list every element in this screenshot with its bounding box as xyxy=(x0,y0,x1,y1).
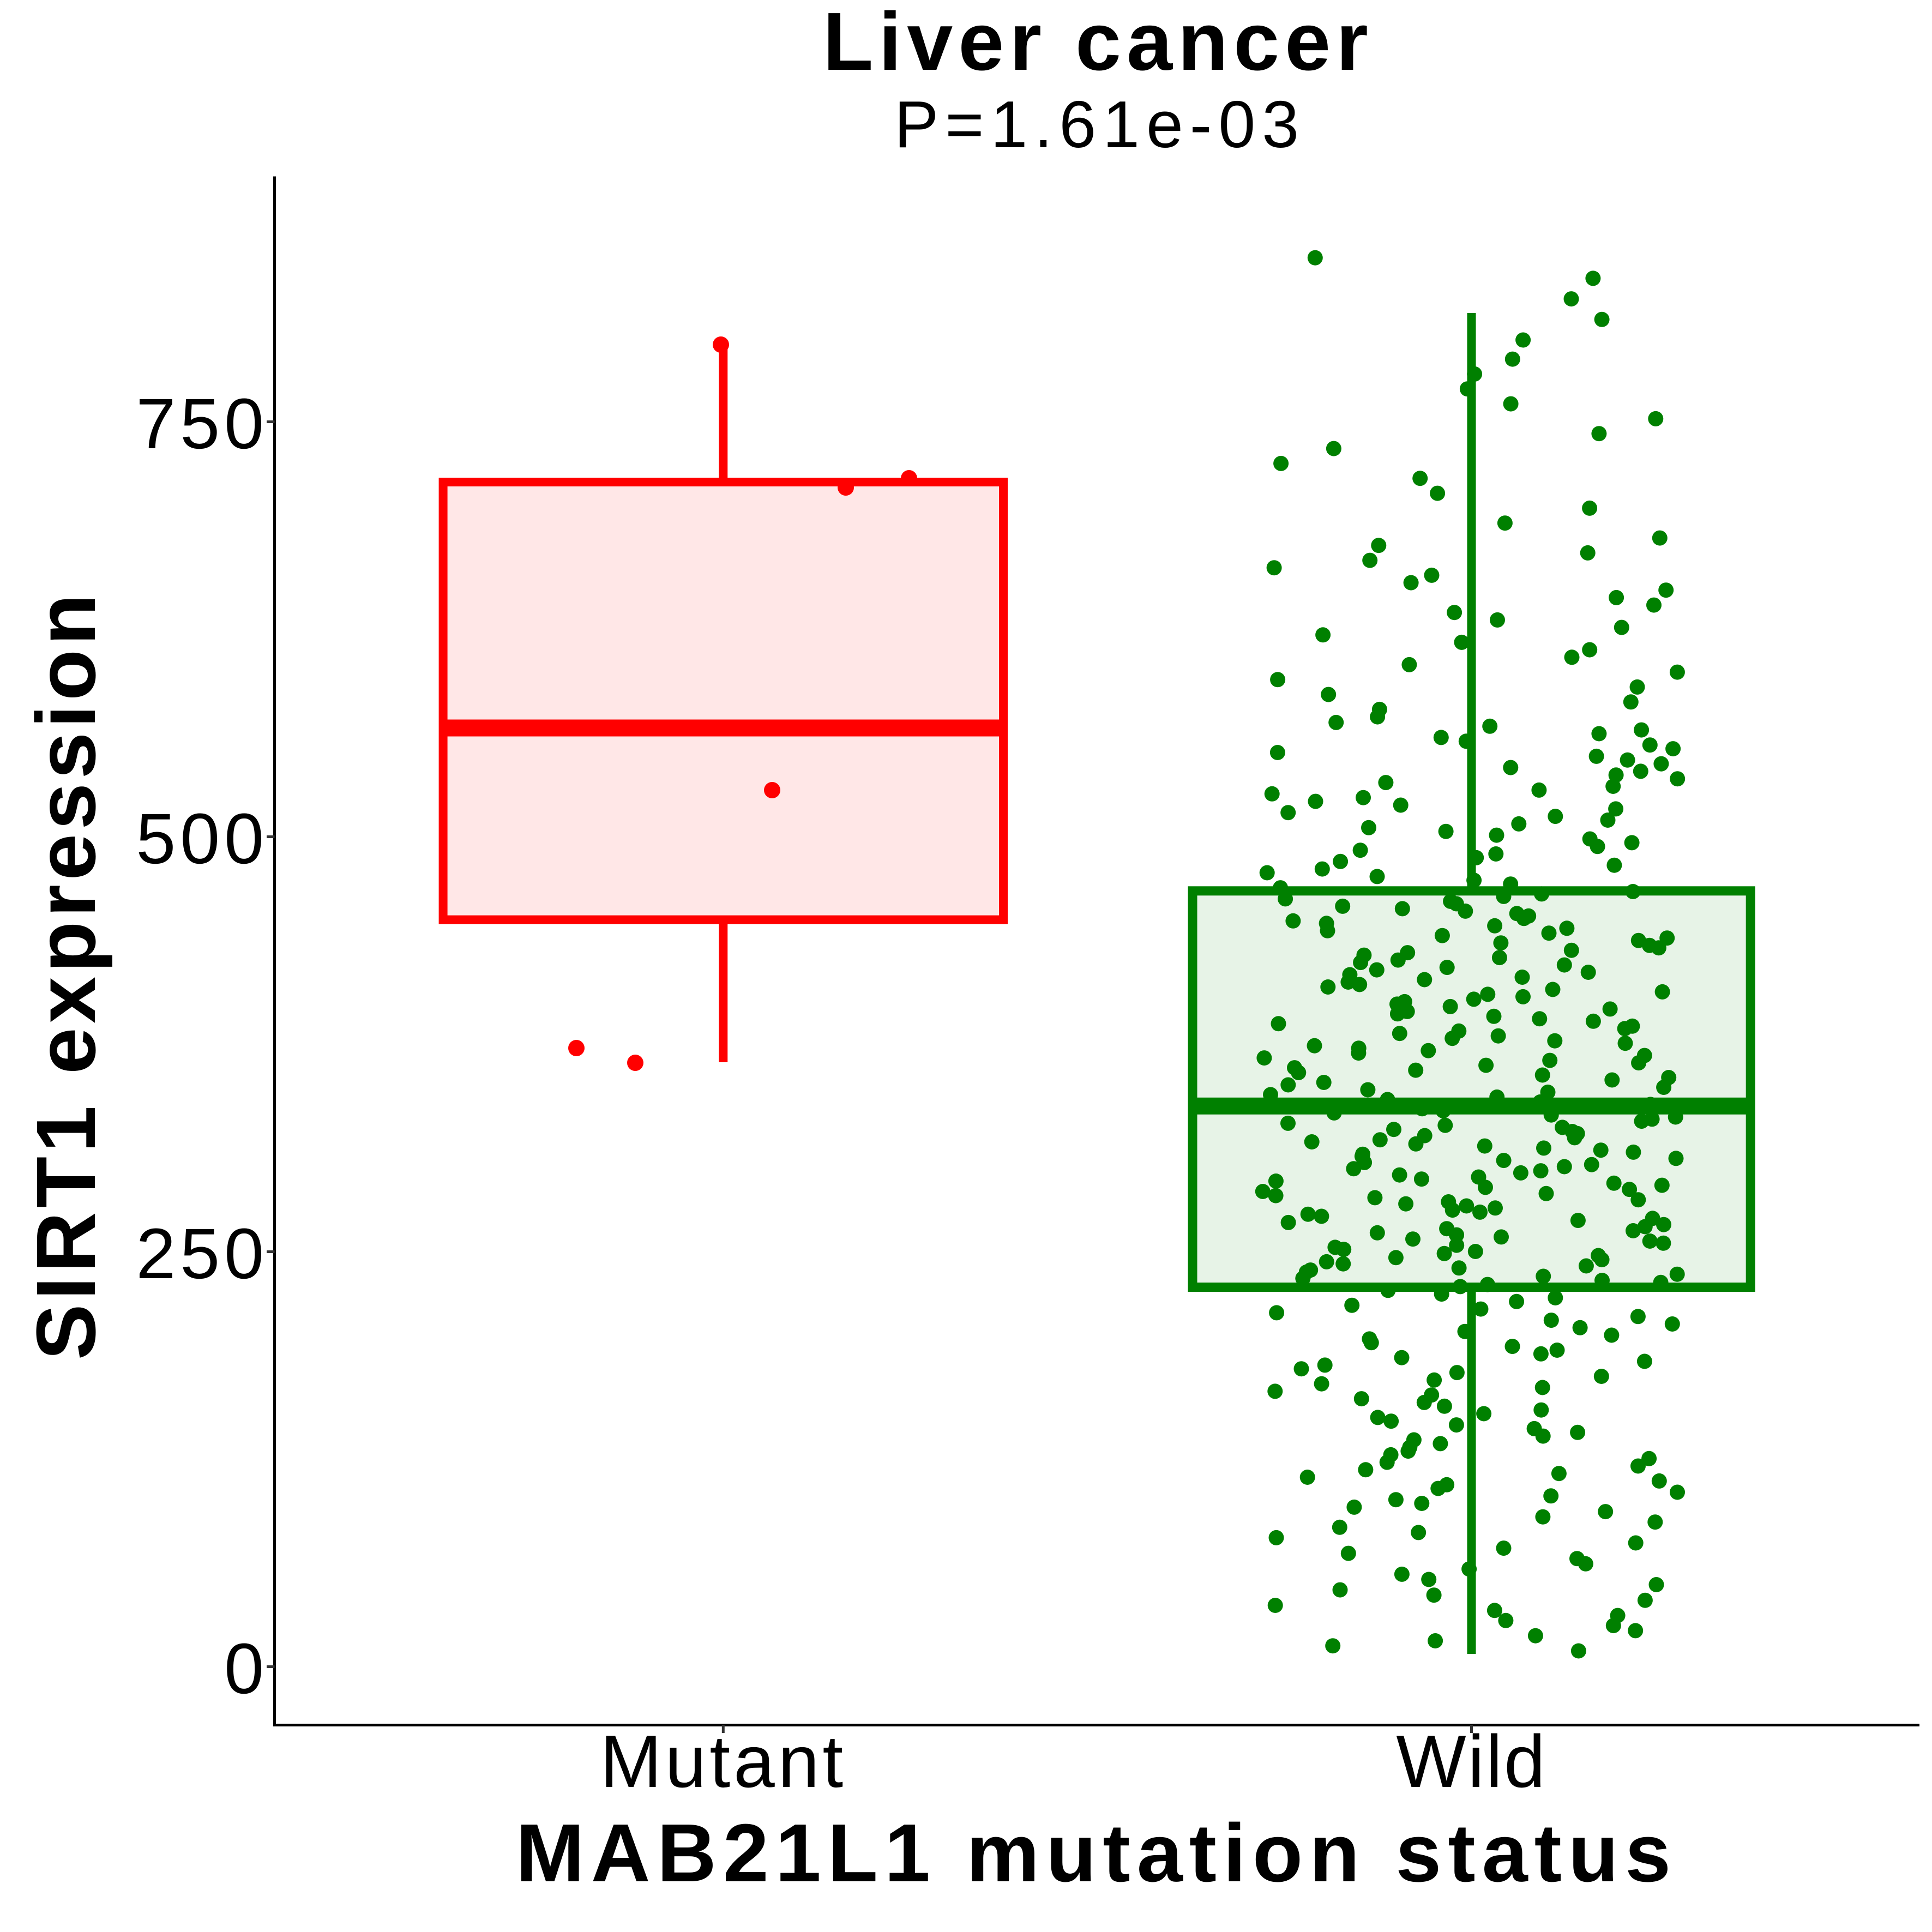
svg-text:Wild: Wild xyxy=(1396,1720,1546,1803)
svg-text:Liver cancer: Liver cancer xyxy=(823,0,1374,87)
svg-text:MAB21L1 mutation status: MAB21L1 mutation status xyxy=(516,1807,1677,1899)
svg-text:0: 0 xyxy=(224,1628,268,1708)
svg-text:SIRT1 expression: SIRT1 expression xyxy=(19,590,113,1360)
svg-text:750: 750 xyxy=(136,383,268,464)
svg-text:250: 250 xyxy=(136,1213,268,1293)
svg-text:P=1.61e-03: P=1.61e-03 xyxy=(894,87,1305,161)
svg-text:Mutant: Mutant xyxy=(600,1720,846,1803)
svg-text:500: 500 xyxy=(136,798,268,878)
